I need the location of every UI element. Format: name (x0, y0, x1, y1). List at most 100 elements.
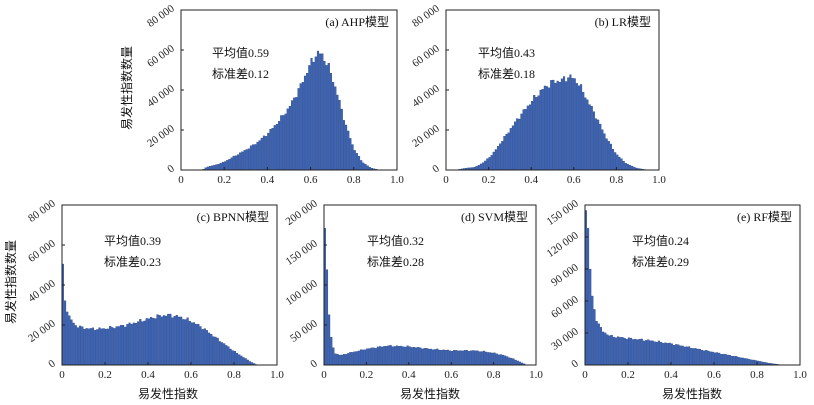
bar (716, 352, 719, 366)
bar (122, 325, 125, 366)
y-tick-label: 80 000 (26, 197, 58, 224)
bar (323, 60, 326, 171)
bar (436, 348, 439, 366)
x-tick-label: 0.6 (567, 174, 581, 186)
bar (190, 322, 193, 366)
x-tick-label: 0.6 (444, 369, 458, 381)
bar (705, 350, 708, 366)
bar (503, 136, 506, 171)
std-annotation: 标准差0.29 (632, 255, 689, 269)
bar (111, 327, 114, 366)
bar (739, 357, 742, 366)
bar (425, 348, 428, 366)
bar (342, 354, 345, 366)
bar (494, 149, 497, 171)
bar (587, 228, 590, 366)
bar (412, 346, 415, 366)
bar (336, 354, 339, 366)
std-annotation: 标准差0.12 (212, 67, 269, 81)
x-tick-label: 1.0 (652, 174, 666, 186)
bar (754, 360, 757, 366)
bar (385, 346, 388, 366)
bar (214, 336, 217, 366)
bar (748, 359, 751, 366)
bar (539, 89, 542, 171)
x-tick-label: 0 (321, 369, 327, 381)
bar (618, 156, 621, 171)
bar (690, 348, 693, 366)
y-tick-label: 0 (569, 357, 581, 370)
bar (626, 164, 629, 171)
bar (617, 336, 620, 366)
bar (681, 345, 684, 366)
bar (404, 346, 407, 366)
y-axis-label-top: 易发性指数数量 (119, 46, 134, 130)
x-tick-label: 0.4 (261, 174, 275, 186)
bar (149, 317, 153, 366)
y-tick-label: 120 000 (545, 229, 582, 260)
bar (675, 344, 678, 366)
x-tick-label: 0.4 (141, 369, 155, 381)
bar (141, 321, 144, 366)
bar (518, 118, 521, 171)
bar (295, 97, 298, 171)
bar (423, 348, 426, 366)
bar (474, 350, 477, 366)
bar (489, 352, 492, 366)
bar (711, 351, 714, 366)
bar (137, 321, 140, 366)
bar (332, 347, 335, 366)
bar (171, 317, 174, 366)
bar (273, 125, 276, 171)
bar (316, 50, 320, 171)
bar (72, 322, 75, 366)
y-tick-label: 20 000 (410, 122, 442, 149)
bar (299, 83, 302, 171)
y-tick-label: 60 000 (26, 237, 58, 264)
bar (476, 350, 479, 366)
bar (232, 155, 235, 171)
bar (310, 57, 313, 171)
chart-title: (a) AHP模型 (325, 15, 389, 29)
bar (393, 346, 396, 366)
bar (484, 160, 487, 171)
bar (362, 162, 365, 171)
bar (459, 350, 462, 366)
bar (595, 321, 598, 366)
y-tick-label: 30 000 (549, 325, 581, 352)
bar (535, 97, 538, 171)
x-tick-label: 0 (582, 369, 588, 381)
bar (410, 347, 413, 366)
bar (235, 352, 239, 366)
bar (359, 349, 362, 366)
bar (507, 132, 510, 171)
bar (328, 314, 331, 366)
bar (212, 336, 215, 366)
bar (134, 322, 138, 366)
bar (446, 349, 449, 366)
chart-bpnn: 0 0.2 0.4 0.6 0.8 1.0 0 20 000 40 000 60 000 80 00… (26, 197, 284, 381)
y-tick-label: 0 (165, 162, 177, 175)
bar (647, 339, 650, 366)
bar (487, 352, 490, 366)
bar (68, 315, 71, 366)
chart-title: (c) BPNN模型 (197, 210, 269, 224)
bar (368, 348, 371, 366)
bar (501, 354, 504, 366)
bar (364, 164, 367, 171)
bar (554, 82, 557, 171)
bar (607, 141, 610, 171)
bar (545, 86, 549, 171)
bar (484, 351, 488, 366)
y-tick-label: 40 000 (26, 277, 58, 304)
chart-svm: 0 0.2 0.4 0.6 0.8 1.0 0 50 000 100 000 150 000 200… (284, 197, 544, 381)
bar (720, 354, 723, 366)
bar (180, 316, 183, 366)
bar (345, 354, 348, 366)
bar (508, 357, 511, 366)
bar (482, 350, 485, 366)
bar (398, 346, 401, 366)
bar (301, 82, 304, 171)
bar (237, 154, 240, 171)
bar (319, 53, 322, 171)
